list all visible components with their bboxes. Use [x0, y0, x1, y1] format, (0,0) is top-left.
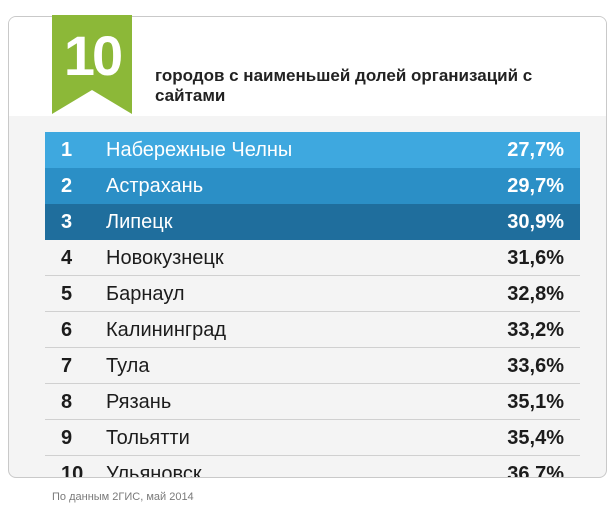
row-value: 29,7% — [507, 175, 564, 197]
row-value: 33,2% — [507, 319, 564, 341]
row-city: Барнаул — [106, 283, 185, 305]
row-value: 36,7% — [507, 463, 564, 478]
row-city: Набережные Челны — [106, 139, 293, 161]
row-city: Ульяновск — [106, 463, 202, 478]
table-row: 3 Липецк 30,9% — [45, 204, 580, 240]
row-value: 35,4% — [507, 427, 564, 449]
table-row: 8 Рязань 35,1% — [45, 384, 580, 420]
row-rank: 10 — [61, 463, 84, 478]
source-note: По данным 2ГИС, май 2014 — [52, 491, 194, 503]
row-value: 33,6% — [507, 355, 564, 377]
row-city: Новокузнецк — [106, 247, 224, 269]
row-city: Тула — [106, 355, 150, 377]
row-city: Рязань — [106, 391, 172, 413]
row-rank: 9 — [61, 427, 73, 449]
table-row: 10 Ульяновск 36,7% — [45, 456, 580, 478]
row-city: Астрахань — [106, 175, 204, 197]
row-rank: 1 — [61, 139, 73, 161]
row-rank: 2 — [61, 175, 73, 197]
row-rank: 8 — [61, 391, 73, 413]
row-value: 27,7% — [507, 139, 564, 161]
top-badge: 10 — [52, 15, 132, 114]
row-value: 30,9% — [507, 211, 564, 233]
row-rank: 3 — [61, 211, 73, 233]
ranking-table: 1 Набережные Челны 27,7% 2 Астрахань 29,7% 3 Ли… — [45, 132, 580, 478]
badge-ribbon-shape — [52, 15, 132, 114]
table-row: 6 Калининград 33,2% — [45, 312, 580, 348]
chart-title: городов с наименьшей долей организаций с… — [155, 66, 533, 105]
table-row: 9 Тольятти 35,4% — [45, 420, 580, 456]
row-rank: 7 — [61, 355, 73, 377]
badge-number: 10 — [63, 24, 123, 87]
table-row: 7 Тула 33,6% — [45, 348, 580, 384]
row-city: Калининград — [106, 319, 227, 341]
table-row: 1 Набережные Челны 27,7% — [45, 132, 580, 168]
row-rank: 5 — [61, 283, 73, 305]
table-row: 2 Астрахань 29,7% — [45, 168, 580, 204]
row-value: 35,1% — [507, 391, 564, 413]
row-value: 31,6% — [507, 247, 564, 269]
row-value: 32,8% — [507, 283, 564, 305]
row-rank: 6 — [61, 319, 73, 341]
row-city: Тольятти — [106, 427, 190, 449]
row-city: Липецк — [106, 211, 173, 233]
table-row: 5 Барнаул 32,8% — [45, 276, 580, 312]
row-rank: 4 — [61, 247, 73, 269]
table-row: 4 Новокузнецк 31,6% — [45, 240, 580, 276]
